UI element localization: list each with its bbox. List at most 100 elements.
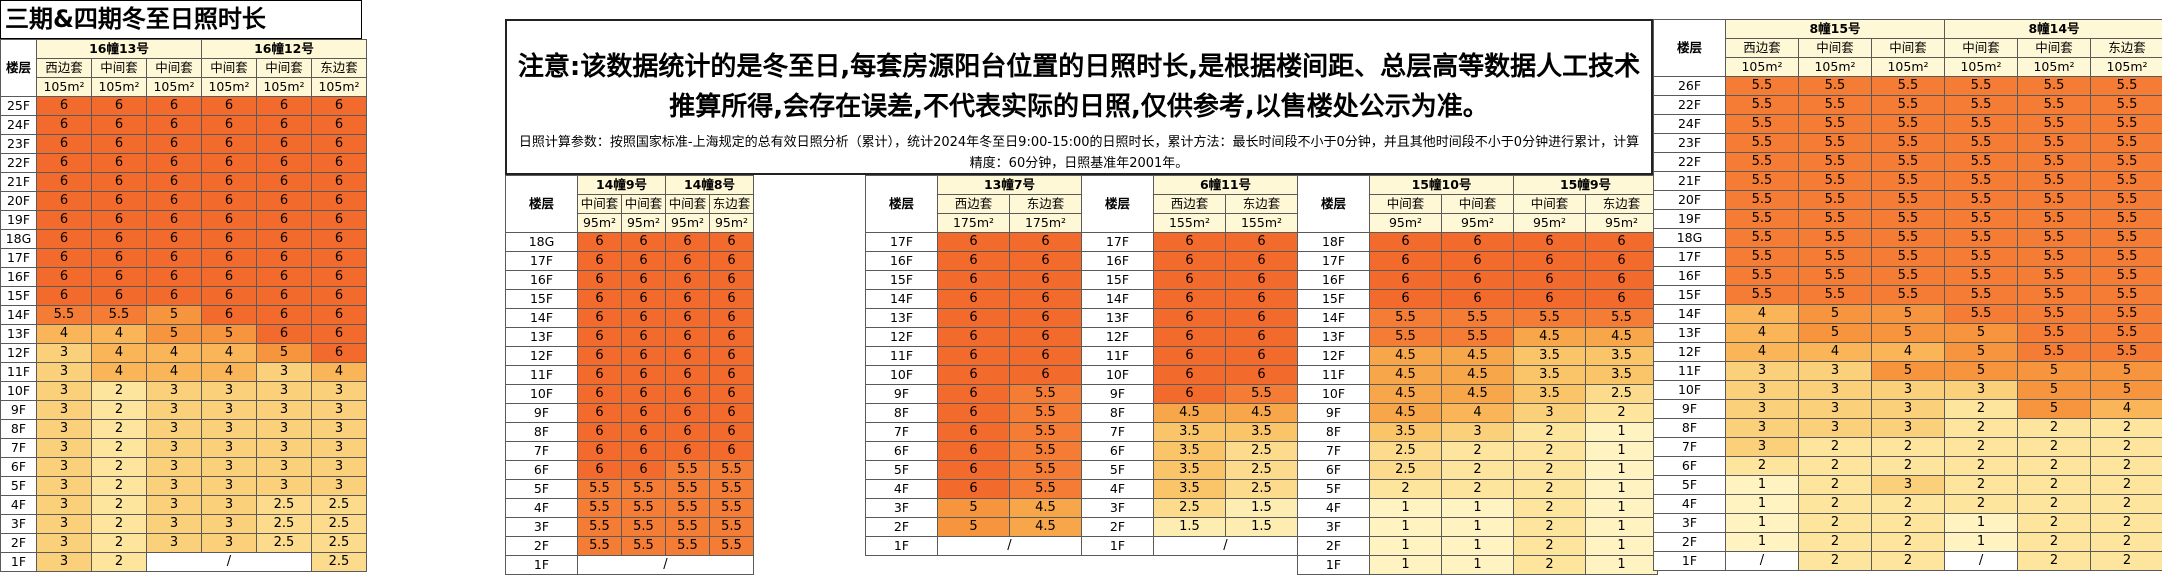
floor-label: 11F — [1297, 365, 1370, 385]
floor-label: 12F — [865, 327, 938, 347]
table-row: 20F 5.5 5.5 5.5 5.5 5.5 5.5 — [1653, 190, 2162, 210]
sunlight-hours-cell: 6 — [937, 327, 1010, 347]
table-row: 5F 3 2 3 3 3 3 — [0, 476, 367, 496]
unit-area: 155m² — [1225, 213, 1298, 233]
sunlight-hours-cell: 6 — [709, 346, 754, 366]
table-row: 11F 6 6 — [1081, 346, 1298, 366]
table-row: 1F 3 2/2.5 — [0, 552, 367, 572]
floor-label: 1F — [865, 536, 938, 556]
table-row: 17F 6 6 — [865, 232, 1082, 252]
sunlight-hours-cell: 2 — [1870, 494, 1946, 514]
sunlight-hours-cell: / — [937, 536, 1082, 556]
sunlight-hours-cell: 2 — [1440, 479, 1515, 499]
sunlight-hours-cell: 5.5 — [1870, 266, 1946, 286]
sunlight-hours-cell: 5.5 — [2090, 209, 2162, 229]
unit-area: 95m² — [1585, 213, 1659, 233]
sunlight-hours-cell: 4.5 — [1009, 517, 1082, 537]
floor-label: 6F — [505, 460, 578, 480]
sunlight-hours-cell: 6 — [1225, 346, 1298, 366]
sunlight-hours-cell: 3 — [1440, 422, 1515, 442]
sunlight-hours-cell: 5.5 — [1798, 171, 1872, 191]
sunlight-hours-cell: 5.5 — [1870, 152, 1946, 172]
floor-label: 15F — [0, 286, 37, 306]
floor-label: 1F — [1653, 551, 1726, 571]
table-row: 16F 6 6 6 6 — [505, 270, 754, 290]
unit-type: 中间套 — [665, 194, 710, 214]
floor-label: 5F — [865, 460, 938, 480]
sunlight-hours-cell: 5 — [2017, 380, 2092, 400]
sunlight-hours-cell: 2 — [1440, 460, 1515, 480]
sunlight-hours-cell: 5.5 — [2090, 342, 2162, 362]
floor-label: 6F — [1653, 456, 1726, 476]
table-row: 1F/2 2/2 2 — [1653, 551, 2162, 571]
table-row: 17F 6 6 6 6 — [1297, 251, 1659, 271]
floor-label: 22F — [1653, 95, 1726, 115]
sunlight-hours-cell: 5.5 — [1870, 285, 1946, 305]
sunlight-hours-cell: 5.5 — [1798, 133, 1872, 153]
sunlight-hours-cell: 3 — [201, 419, 257, 439]
sunlight-hours-cell: 6 — [1225, 289, 1298, 309]
floor-label: 24F — [0, 115, 37, 135]
sunlight-hours-cell: 5.5 — [665, 460, 710, 480]
table-row: 6F 3.5 2.5 — [1081, 441, 1298, 461]
table-row: 13F 5.5 5.5 4.5 4.5 — [1297, 327, 1659, 347]
sunlight-hours-cell: 2.5 — [311, 552, 367, 572]
sunlight-hours-cell: 5.5 — [2017, 342, 2092, 362]
sunlight-hours-cell: 6 — [91, 153, 147, 173]
floor-label: 12F — [1297, 346, 1370, 366]
floor-label: 10F — [1081, 365, 1154, 385]
unit-area: 105m² — [91, 77, 147, 97]
sunlight-hours-cell: 6 — [621, 289, 666, 309]
sunlight-hours-cell: 2 — [2090, 551, 2162, 571]
floor-label: 11F — [1081, 346, 1154, 366]
sunlight-hours-cell: 2 — [1944, 456, 2019, 476]
floor-label: 5F — [0, 476, 37, 496]
sunlight-hours-cell: 6 — [256, 286, 312, 306]
floor-label: 5F — [505, 479, 578, 499]
sunlight-hours-cell: 6 — [256, 229, 312, 249]
sunlight-hours-cell: 6 — [201, 286, 257, 306]
table-row: 4F 1 2 2 2 2 2 — [1653, 494, 2162, 514]
sunlight-hours-cell: 6 — [937, 270, 1010, 290]
sunlight-hours-cell: 6 — [311, 286, 367, 306]
sunlight-hours-cell: 6 — [1009, 327, 1082, 347]
table-row: 8F 3.5 3 2 1 — [1297, 422, 1659, 442]
sunlight-hours-cell: 6 — [577, 365, 622, 385]
sunlight-hours-cell: 4.5 — [1513, 327, 1587, 347]
sunlight-hours-cell: 5.5 — [1798, 152, 1872, 172]
table-row: 11F 6 6 — [865, 346, 1082, 366]
sunlight-hours-cell: 1 — [1440, 536, 1515, 556]
unit-type: 中间套 — [1798, 38, 1872, 58]
sunlight-hours-cell: 6 — [1225, 232, 1298, 252]
sunlight-hours-cell: 3 — [256, 438, 312, 458]
floor-label: 15F — [1297, 289, 1370, 309]
table-row: 7F 6 6 6 6 — [505, 441, 754, 461]
sunlight-hours-cell: 4.5 — [1440, 365, 1515, 385]
sunlight-hours-cell: 2 — [1513, 479, 1587, 499]
sunlight-hours-cell: 6 — [1440, 270, 1515, 290]
sunlight-hours-cell: 6 — [1225, 251, 1298, 271]
sunlight-hours-cell: 5.5 — [1944, 209, 2019, 229]
table-row: 3F 5.5 5.5 5.5 5.5 — [505, 517, 754, 537]
sunlight-hours-cell: 3 — [36, 419, 92, 439]
sunlight-hours-cell: 6 — [201, 191, 257, 211]
table-row: 10F 6 6 6 6 — [505, 384, 754, 404]
sunlight-hours-cell: 2 — [2090, 532, 2162, 552]
sunlight-hours-cell: 1 — [1585, 517, 1659, 537]
unit-area: 95m² — [621, 213, 666, 233]
sunlight-hours-cell: 6 — [36, 115, 92, 135]
sunlight-hours-cell: 2 — [1725, 456, 1799, 476]
table-row: 1F / — [505, 555, 754, 575]
floor-header: 楼层 — [1297, 175, 1370, 233]
table-row: 12F 6 6 6 6 — [505, 346, 754, 366]
floor-label: 12F — [0, 343, 37, 363]
sunlight-hours-cell: 3 — [256, 381, 312, 401]
sunlight-hours-cell: 2 — [1944, 475, 2019, 495]
sunlight-hours-cell: 5.5 — [621, 536, 666, 556]
table-row: 2F 1 1 2 1 — [1297, 536, 1659, 556]
floor-label: 23F — [1653, 133, 1726, 153]
sunlight-hours-cell: 6 — [1153, 289, 1226, 309]
sunlight-hours-cell: 5.5 — [1944, 285, 2019, 305]
table-row: 1F / — [865, 536, 1082, 556]
floor-label: 14F — [1297, 308, 1370, 328]
